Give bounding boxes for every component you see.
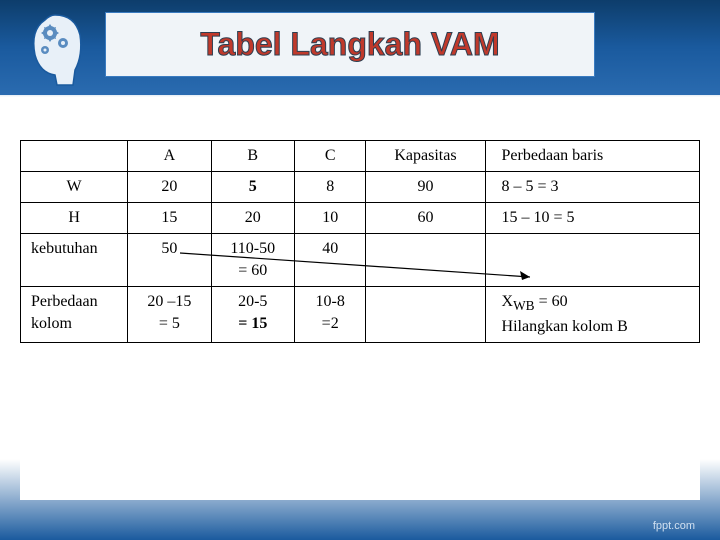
footer-label: fppt.com: [653, 520, 695, 532]
table-container: A B C Kapasitas Perbedaan baris W 20 5 8…: [20, 140, 700, 500]
cell-coldiff-B: 20-5 = 15: [211, 287, 294, 343]
cell-need-label: kebutuhan: [21, 234, 128, 287]
header-perbedaan: Perbedaan baris: [485, 141, 699, 172]
cell-H-A: 15: [128, 203, 211, 234]
vam-table: A B C Kapasitas Perbedaan baris W 20 5 8…: [20, 140, 700, 343]
cell-coldiff-diff1b: = 60: [535, 293, 568, 310]
cell-need-A: 50: [128, 234, 211, 287]
cell-need-B2: = 60: [222, 262, 284, 280]
cell-need-B1: 110-50: [230, 240, 275, 257]
row-H: H 15 20 10 60 15 – 10 = 5: [21, 203, 700, 234]
cell-W-C: 8: [294, 172, 365, 203]
cell-coldiff-label2: kolom: [31, 315, 117, 333]
page-title: Tabel Langkah VAM: [105, 12, 595, 77]
header-C: C: [294, 141, 365, 172]
cell-need-diff: [485, 234, 699, 287]
cell-coldiff-diff1: X: [502, 293, 514, 310]
cell-coldiff-A1: 20 –15: [147, 293, 191, 310]
cell-coldiff-C: 10-8 =2: [294, 287, 365, 343]
cell-coldiff-A2: = 5: [138, 315, 200, 333]
cell-W-cap: 90: [366, 172, 485, 203]
cell-need-B: 110-50 = 60: [211, 234, 294, 287]
cell-coldiff-diffsub: WB: [513, 298, 534, 313]
header-kapasitas: Kapasitas: [366, 141, 485, 172]
cell-H-diff: 15 – 10 = 5: [485, 203, 699, 234]
header-A: A: [128, 141, 211, 172]
header-row: A B C Kapasitas Perbedaan baris: [21, 141, 700, 172]
header-B: B: [211, 141, 294, 172]
cell-coldiff-diff2: Hilangkan kolom B: [502, 318, 689, 336]
cell-H-label: H: [21, 203, 128, 234]
header-blank: [21, 141, 128, 172]
cell-need-C: 40: [294, 234, 365, 287]
cell-W-B: 5: [211, 172, 294, 203]
row-W: W 20 5 8 90 8 – 5 = 3: [21, 172, 700, 203]
cell-coldiff-B1: 20-5: [238, 293, 267, 310]
cell-H-cap: 60: [366, 203, 485, 234]
row-kebutuhan: kebutuhan 50 110-50 = 60 40: [21, 234, 700, 287]
row-perbedaan-kolom: Perbedaan kolom 20 –15 = 5 20-5 = 15 10-…: [21, 287, 700, 343]
cell-coldiff-A: 20 –15 = 5: [128, 287, 211, 343]
cell-W-diff: 8 – 5 = 3: [485, 172, 699, 203]
cell-coldiff-cap: [366, 287, 485, 343]
cell-H-B: 20: [211, 203, 294, 234]
cell-W-label: W: [21, 172, 128, 203]
head-gears-icon: [15, 5, 95, 90]
cell-coldiff-C2: =2: [305, 315, 355, 333]
cell-need-cap: [366, 234, 485, 287]
cell-H-C: 10: [294, 203, 365, 234]
cell-coldiff-diff: XWB = 60 Hilangkan kolom B: [485, 287, 699, 343]
cell-W-A: 20: [128, 172, 211, 203]
cell-coldiff-label1: Perbedaan: [31, 293, 98, 310]
cell-coldiff-label: Perbedaan kolom: [21, 287, 128, 343]
cell-coldiff-B2: = 15: [222, 315, 284, 333]
cell-coldiff-C1: 10-8: [316, 293, 345, 310]
